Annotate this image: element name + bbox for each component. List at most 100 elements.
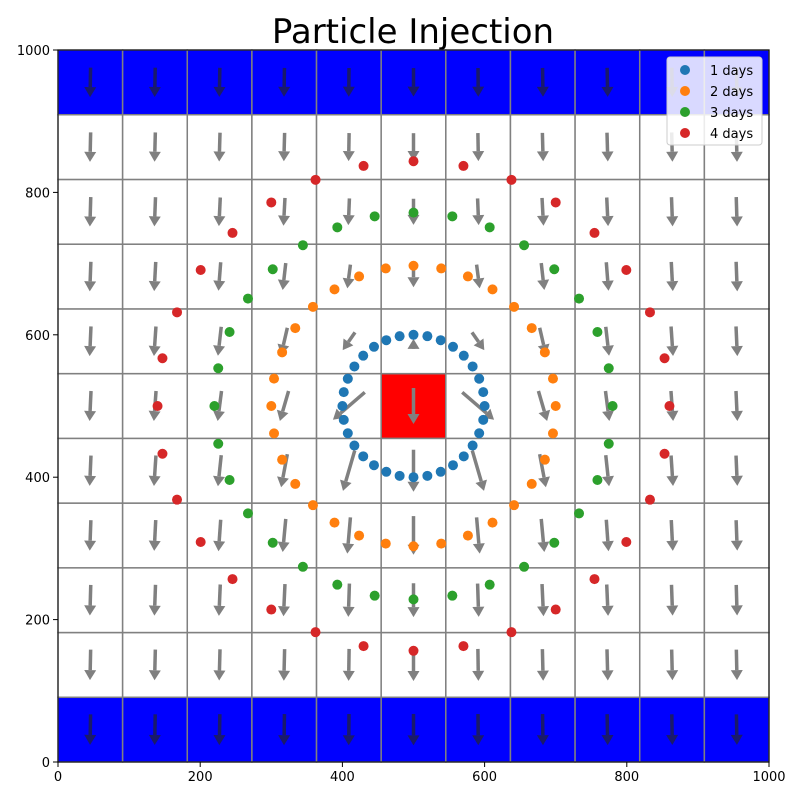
velocity-arrow <box>342 198 355 226</box>
velocity-arrow <box>472 264 485 289</box>
velocity-arrow <box>730 584 743 616</box>
velocity-arrow <box>601 326 614 356</box>
velocity-arrow <box>470 331 485 351</box>
data-point-3 <box>408 594 419 605</box>
data-point-3 <box>592 326 603 337</box>
velocity-arrow <box>601 519 614 552</box>
data-point-4 <box>310 174 321 185</box>
data-point-2 <box>526 323 537 334</box>
data-point-4 <box>172 307 183 318</box>
data-point-3 <box>519 561 530 572</box>
data-point-2 <box>539 454 550 465</box>
data-point-1 <box>408 472 419 483</box>
data-point-1 <box>342 428 353 439</box>
velocity-arrow <box>730 390 743 421</box>
data-point-4 <box>659 353 670 364</box>
velocity-arrow <box>730 455 743 486</box>
velocity-arrow <box>278 132 291 162</box>
data-point-3 <box>484 222 495 233</box>
velocity-arrow <box>666 261 679 292</box>
data-point-3 <box>603 363 614 374</box>
data-point-2 <box>329 284 340 295</box>
data-point-4 <box>644 494 655 505</box>
velocity-arrow <box>666 649 679 681</box>
velocity-arrow <box>537 518 550 552</box>
data-point-4 <box>659 448 670 459</box>
velocity-arrow <box>148 649 161 681</box>
data-point-3 <box>369 590 380 601</box>
data-point-1 <box>381 466 392 477</box>
velocity-arrow <box>84 67 97 98</box>
grid-cell <box>509 696 576 763</box>
legend-box <box>666 56 763 146</box>
velocity-arrows <box>84 67 743 746</box>
velocity-arrow <box>213 584 226 616</box>
data-point-4 <box>157 353 168 364</box>
data-point-2 <box>277 454 288 465</box>
velocity-arrow <box>601 197 614 227</box>
data-point-1 <box>394 470 405 481</box>
velocity-arrow <box>148 326 161 357</box>
legend-marker <box>680 107 690 117</box>
data-point-1 <box>458 350 469 361</box>
y-tick-label: 1000 <box>17 44 50 59</box>
data-point-2 <box>290 323 301 334</box>
velocity-arrow <box>213 262 226 291</box>
data-point-4 <box>358 160 369 171</box>
velocity-arrow <box>84 714 97 745</box>
data-point-3 <box>297 561 308 572</box>
data-point-1 <box>435 335 446 346</box>
data-point-2 <box>307 500 318 511</box>
y-tick-label: 0 <box>42 756 50 771</box>
velocity-arrow <box>213 519 226 552</box>
velocity-arrow <box>602 390 615 421</box>
velocity-arrow <box>407 68 420 97</box>
data-point-2 <box>329 517 340 528</box>
legend: 1 days 2 days 3 days 4 days <box>666 56 763 146</box>
velocity-arrow <box>148 714 161 745</box>
velocity-arrow <box>342 583 355 617</box>
velocity-arrow <box>536 197 549 226</box>
grid-cell <box>509 502 576 569</box>
data-point-4 <box>458 160 469 171</box>
x-tick-label: 400 <box>330 770 355 785</box>
data-point-3 <box>267 537 278 548</box>
velocity-arrow <box>730 714 743 745</box>
data-point-1 <box>368 460 379 471</box>
data-point-1 <box>435 466 446 477</box>
data-point-4 <box>172 494 183 505</box>
data-point-1 <box>368 341 379 352</box>
data-point-3 <box>574 293 585 304</box>
x-tick-label: 200 <box>188 770 213 785</box>
data-point-3 <box>447 211 458 222</box>
velocity-arrow <box>601 262 614 291</box>
data-point-4 <box>195 265 206 276</box>
legend-marker <box>680 65 690 75</box>
data-point-1 <box>474 428 485 439</box>
velocity-arrow <box>84 390 97 421</box>
data-point-4 <box>550 604 561 615</box>
velocity-arrow <box>342 331 357 351</box>
velocity-arrow <box>472 648 485 681</box>
velocity-arrow <box>148 261 161 292</box>
velocity-arrow <box>84 649 97 681</box>
velocity-arrow <box>213 197 226 227</box>
data-point-3 <box>242 293 253 304</box>
velocity-arrow <box>148 132 161 162</box>
data-point-4 <box>266 197 277 208</box>
velocity-arrow <box>278 714 291 746</box>
velocity-arrow <box>213 714 226 746</box>
data-point-3 <box>574 508 585 519</box>
velocity-arrow <box>407 338 420 349</box>
velocity-arrow <box>666 326 679 357</box>
data-point-2 <box>550 401 561 411</box>
data-point-1 <box>478 414 489 425</box>
data-point-4 <box>589 574 600 585</box>
velocity-arrow <box>342 517 355 554</box>
velocity-arrow <box>148 455 161 486</box>
legend-marker <box>680 128 690 138</box>
velocity-arrow <box>472 68 485 97</box>
data-point-3 <box>607 401 618 411</box>
data-point-2 <box>436 538 447 549</box>
data-point-3 <box>603 438 614 449</box>
